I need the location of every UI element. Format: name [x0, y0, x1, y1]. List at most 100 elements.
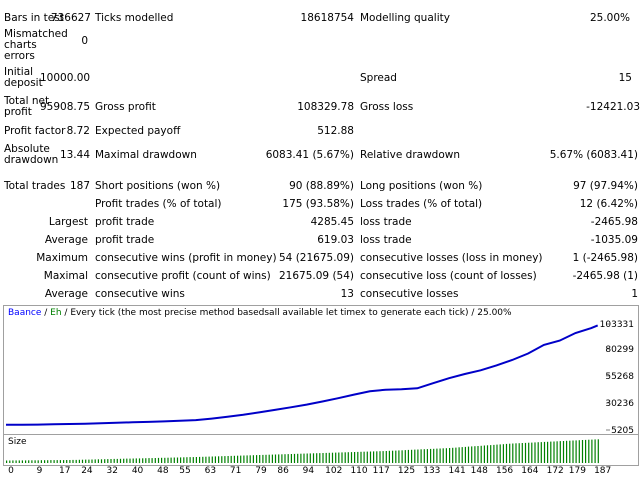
- size-bar: [28, 460, 30, 463]
- average-profit-label: profit trade: [95, 234, 155, 246]
- maximum-profit-label: consecutive wins (profit in money): [95, 252, 277, 264]
- x-tick-label: 32: [106, 466, 118, 476]
- x-tick-label: 156: [495, 466, 514, 476]
- size-bar: [575, 440, 577, 463]
- size-bar: [69, 460, 71, 463]
- size-bar: [426, 449, 428, 463]
- size-bar: [78, 459, 80, 463]
- size-bar: [126, 458, 128, 463]
- size-bar: [531, 442, 533, 463]
- size-bar: [585, 439, 587, 463]
- size-bar: [578, 440, 580, 463]
- size-bar: [107, 459, 109, 463]
- size-bar: [572, 440, 574, 463]
- size-bar: [363, 451, 365, 463]
- average-consec-profit-label: consecutive wins: [95, 288, 185, 300]
- bars-in-test-value: 736627: [50, 12, 91, 24]
- size-bar: [562, 441, 565, 463]
- size-bar: [138, 458, 141, 464]
- size-bar: [85, 459, 87, 463]
- size-bar: [15, 460, 17, 463]
- largest-loss-value: -2465.98: [590, 216, 638, 228]
- balance-chart: 5205 30236 55268 80299 103331 Baance / Eh / …: [3, 305, 639, 435]
- size-bar: [240, 455, 242, 463]
- ticks-modelled-value: 18618754: [300, 12, 354, 24]
- size-bar: [499, 444, 501, 463]
- maximal-label: Maximal: [43, 270, 88, 282]
- size-bar: [221, 456, 223, 463]
- size-bar: [306, 453, 308, 463]
- size-bar: [398, 450, 400, 463]
- size-bar: [452, 447, 454, 463]
- size-bar: [556, 441, 558, 463]
- size-bar: [312, 453, 315, 463]
- total-trades-value: 187: [69, 180, 90, 192]
- size-bar: [547, 441, 549, 463]
- size-bar: [328, 452, 330, 463]
- x-tick-label: 117: [372, 466, 390, 476]
- size-bar: [458, 447, 460, 463]
- size-bar: [534, 442, 536, 463]
- x-tick-label: 164: [521, 466, 539, 476]
- size-bar: [335, 452, 337, 463]
- profit-trades-value: 175 (93.58%): [282, 198, 354, 210]
- size-bar: [366, 451, 368, 463]
- modelling-quality-label: Modelling quality: [360, 12, 450, 24]
- size-bar: [581, 440, 584, 463]
- average-consec-loss-label: consecutive losses: [360, 288, 459, 300]
- size-bar: [490, 445, 492, 463]
- x-tick-label: 48: [157, 466, 169, 476]
- x-tick-label: 187: [594, 466, 612, 476]
- x-tick-label: 172: [546, 466, 564, 476]
- size-bar: [135, 458, 137, 463]
- size-bar: [369, 451, 372, 463]
- size-bar: [417, 449, 419, 463]
- size-bar: [113, 458, 115, 463]
- size-bar: [63, 460, 65, 463]
- size-bar: [176, 457, 179, 463]
- y-tick-label: 103331: [600, 320, 634, 330]
- size-bar: [59, 460, 61, 463]
- size-bar: [290, 454, 292, 463]
- size-bar: [211, 456, 213, 463]
- size-bar: [94, 459, 96, 463]
- size-bar: [47, 460, 49, 463]
- maximal-drawdown-value: 6083.41 (5.67%): [265, 149, 354, 161]
- x-tick-label: 179: [568, 466, 586, 476]
- average-profit-value: 619.03: [317, 234, 354, 246]
- size-bar: [265, 454, 267, 463]
- size-bar: [543, 441, 546, 463]
- expected-payoff-label: Expected payoff: [95, 125, 181, 137]
- size-bar: [249, 455, 251, 463]
- maximal-profit-label: consecutive profit (count of wins): [95, 270, 271, 282]
- absolute-drawdown-label: Absolute drawdown: [4, 143, 59, 166]
- size-bar: [274, 454, 277, 463]
- size-bar: [180, 457, 182, 463]
- total-net-profit-label: Total net profit: [4, 95, 50, 118]
- x-tick-label: 148: [470, 466, 488, 476]
- largest-profit-value: 4285.45: [310, 216, 354, 228]
- size-bar: [354, 452, 356, 463]
- size-panel: Size: [3, 434, 639, 466]
- size-bar: [338, 452, 340, 463]
- size-bar: [591, 439, 593, 463]
- size-bar: [411, 449, 413, 463]
- size-bar: [186, 457, 188, 463]
- size-bar: [53, 460, 55, 463]
- x-tick-label: 86: [277, 466, 289, 476]
- bars-in-test-label: Bars in test: [4, 12, 64, 24]
- x-tick-label: 141: [448, 466, 466, 476]
- size-bar: [154, 458, 156, 463]
- size-bar: [528, 442, 530, 463]
- size-bar: [512, 443, 514, 463]
- average-label: Average: [44, 234, 88, 246]
- size-panel-svg: [6, 439, 599, 464]
- size-bar: [145, 458, 147, 463]
- size-bar: [388, 450, 390, 463]
- size-bar: [278, 454, 280, 463]
- size-bar: [252, 455, 254, 463]
- size-bar: [256, 455, 258, 463]
- x-tick-label: 102: [325, 466, 343, 476]
- size-bar: [331, 452, 334, 463]
- x-tick-label: 71: [229, 466, 242, 476]
